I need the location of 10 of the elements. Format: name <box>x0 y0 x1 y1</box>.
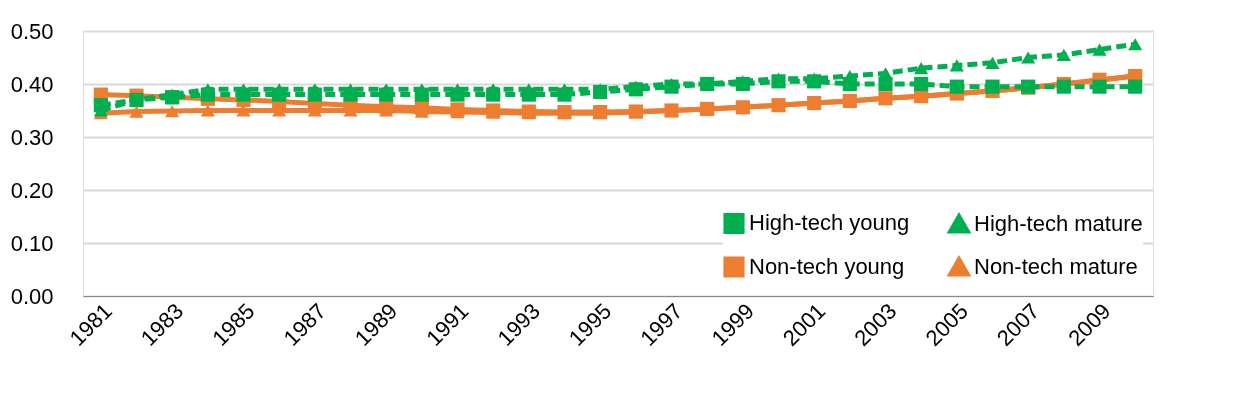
y-tick-label: 0.00 <box>10 283 54 309</box>
y-tick-label: 0.40 <box>10 71 54 97</box>
y-tick-label: 0.20 <box>10 177 54 203</box>
legend-label: High-tech mature <box>974 211 1143 237</box>
y-tick-label: 0.10 <box>10 230 54 256</box>
legend-label: High-tech young <box>749 210 910 236</box>
legend-label: Non-tech mature <box>974 254 1138 279</box>
y-tick-label: 0.50 <box>10 18 54 44</box>
legend-label: Non-tech young <box>749 254 905 279</box>
y-tick-label: 0.30 <box>10 124 54 150</box>
